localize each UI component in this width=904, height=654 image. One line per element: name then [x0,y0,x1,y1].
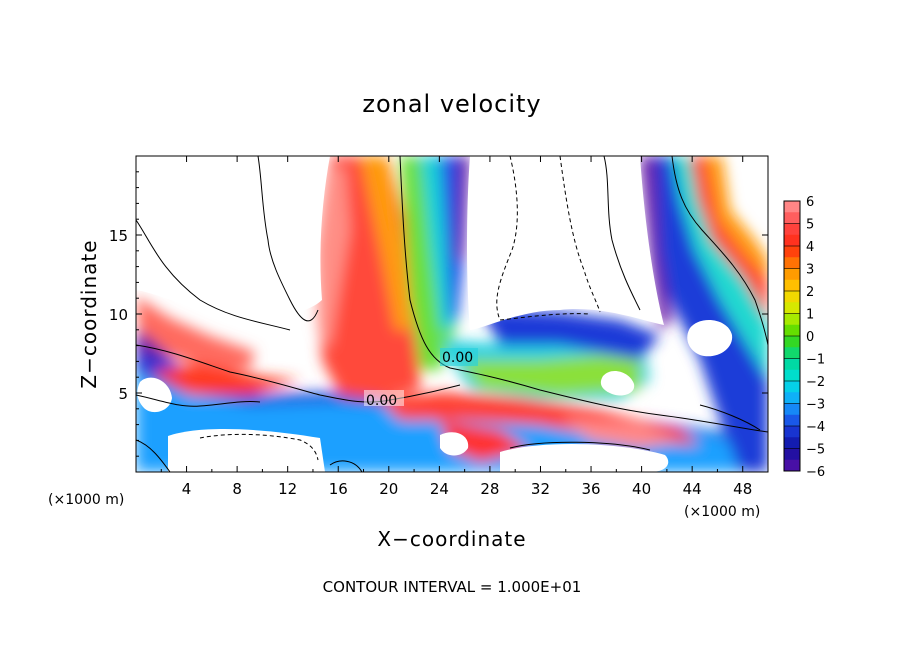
colorbar-swatch [784,414,800,427]
x-tick-label: 16 [329,480,348,498]
colorbar-swatch [784,268,800,281]
y-axis: 5 10 15 [109,171,768,457]
colorbar-label: 0 [806,330,814,345]
colorbar-swatch [784,324,800,337]
colorbar-swatch [784,291,800,303]
x-tick-label: 36 [581,480,600,498]
x-tick-label: 48 [733,480,752,498]
chart-title: zonal velocity [362,90,541,118]
colorbar-swatch [784,212,800,224]
x-axis-title: X−coordinate [377,527,526,551]
colorbar-swatch [784,313,800,326]
colorbar-label: 1 [806,308,814,323]
colorbar-label: −2 [806,375,825,390]
colorbar-swatch [784,392,800,404]
colorbar-label: 4 [806,240,814,255]
colorbar-swatch [784,246,800,258]
x-tick-label: 44 [683,480,702,498]
colorbar-label: −5 [806,443,825,458]
heatmap-field: 0.00 0.00 [136,156,768,472]
colorbar-label: 3 [806,263,814,278]
colorbar-label: −6 [806,465,825,480]
colorbar-label: 2 [806,285,814,300]
colorbar-swatch [784,437,800,449]
x-tick-label: 24 [430,480,449,498]
colorbar-swatch [784,234,800,247]
colorbar-label: −4 [806,420,825,435]
y-axis-title: Z−coordinate [77,239,101,388]
colorbar-swatch [784,381,800,393]
colorbar-swatch [784,336,800,348]
colorbar-swatch [784,358,800,371]
colorbar: 6 5 4 3 2 1 0 −1 −2 −3 −4 −5 −6 [783,195,825,480]
x-tick-label: 20 [379,480,398,498]
y-tick-label: 5 [118,385,128,403]
x-unit-left: (×1000 m) [48,492,124,508]
colorbar-swatch [784,257,800,269]
y-tick-label: 10 [109,306,128,324]
colorbar-swatch [784,369,800,382]
colorbar-swatch [784,279,800,292]
x-tick-label: 12 [278,480,297,498]
contour-interval-note: CONTOUR INTERVAL = 1.000E+01 [323,578,582,596]
colorbar-swatch [784,459,800,472]
colorbar-swatch [784,201,800,213]
contour-label: 0.00 [442,350,473,366]
colorbar-swatch [784,448,800,461]
x-unit-right: (×1000 m) [684,504,760,520]
colorbar-label: 5 [806,218,814,233]
colorbar-swatch [784,347,800,359]
x-tick-label: 8 [232,480,242,498]
x-tick-label: 28 [480,480,499,498]
colorbar-label: −1 [806,353,825,368]
y-tick-label: 15 [109,227,128,245]
colorbar-swatch [784,223,800,236]
colorbar-label: −3 [806,398,825,413]
colorbar-label: 6 [806,195,814,210]
colorbar-swatch [784,426,800,438]
x-tick-label: 4 [182,480,192,498]
contour-label: 0.00 [366,393,397,409]
colorbar-swatch [784,302,800,314]
x-tick-label: 32 [531,480,550,498]
x-axis: 4 8 12 16 20 24 28 32 36 40 44 48 [160,156,752,498]
x-tick-label: 40 [632,480,651,498]
colorbar-swatch [784,403,800,416]
